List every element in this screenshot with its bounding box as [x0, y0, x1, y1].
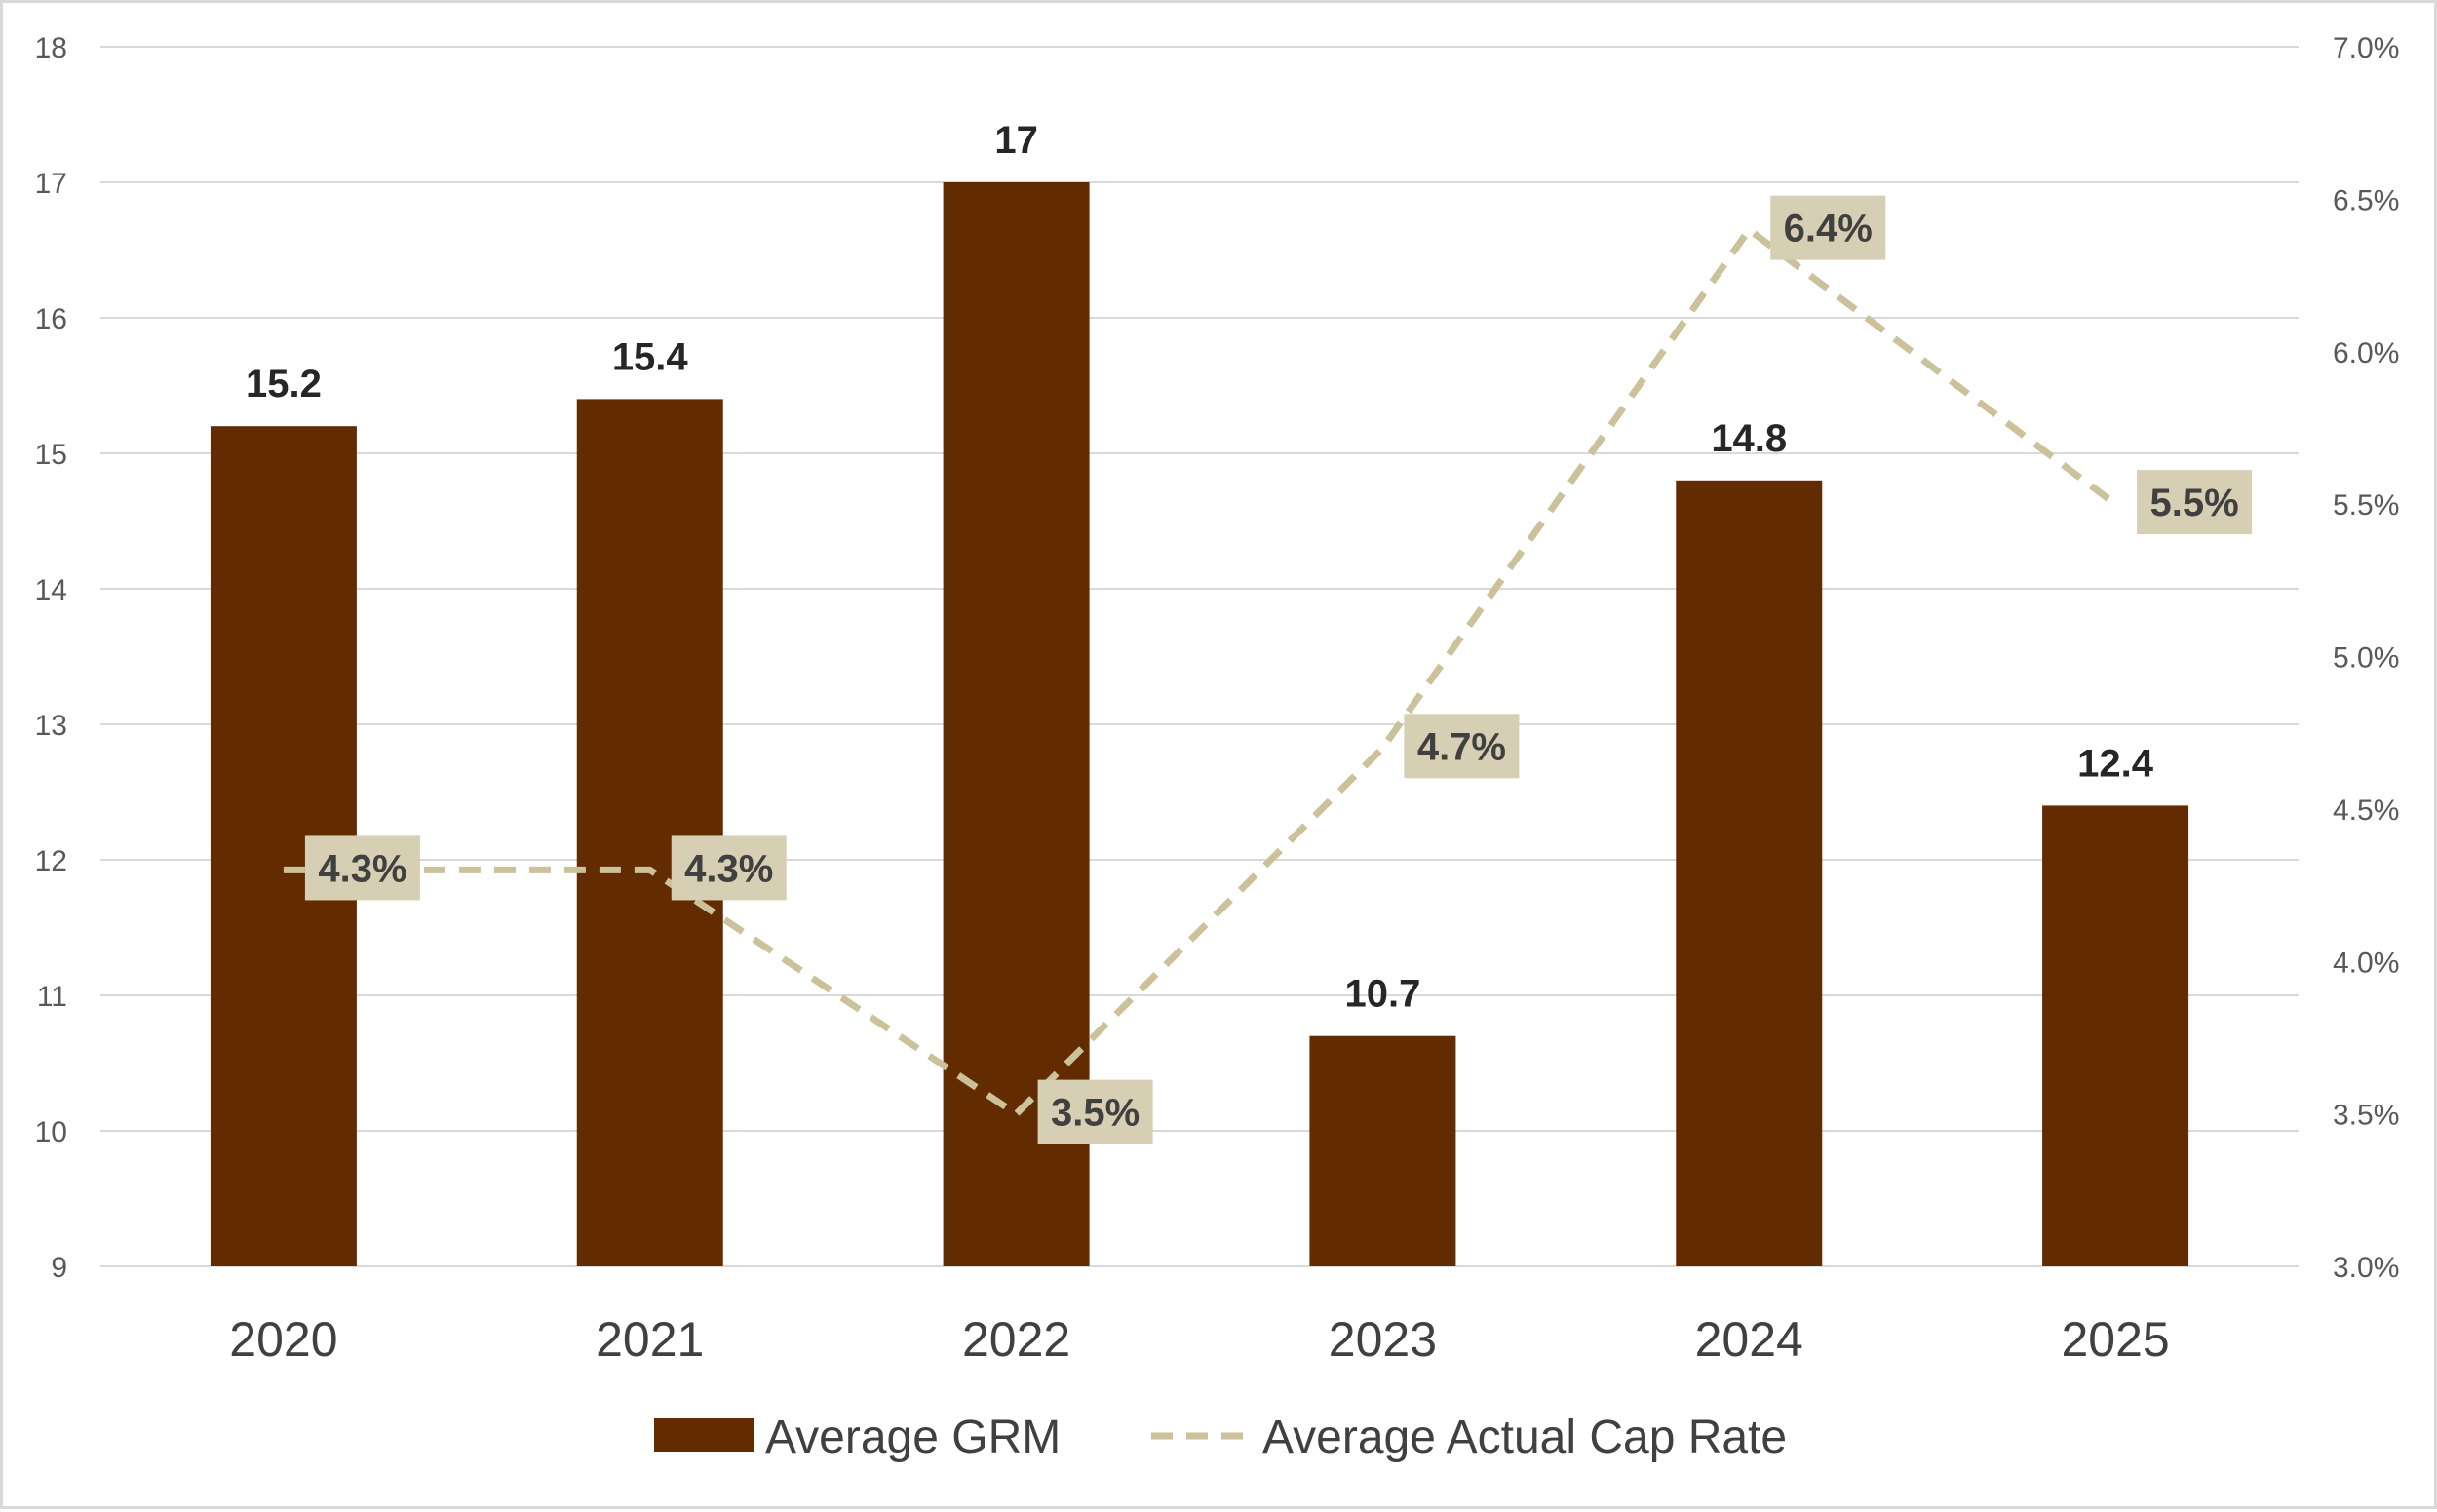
x-category-label: 2022 — [962, 1312, 1070, 1367]
bar-value-label: 17 — [994, 119, 1038, 162]
cap-rate-value-label: 4.7% — [1417, 725, 1506, 768]
y-left-tick-label: 18 — [35, 32, 67, 64]
bar-value-label: 12.4 — [2077, 742, 2154, 785]
x-category-label: 2020 — [229, 1312, 337, 1367]
y-left-tick-label: 17 — [35, 168, 67, 200]
cap-rate-label-2023: 4.7% — [1404, 714, 1520, 779]
y-axis-right: 3.0% 3.5% 4.0% 4.5% 5.0% 5.5% 6.0% 6.5% 7.0% — [2333, 32, 2399, 1284]
line-data-labels: 4.3% 4.3% 3.5% 4.7% 6.4% 5.5% — [304, 195, 2253, 1144]
cap-rate-point-2020 — [283, 869, 285, 871]
bar-2024 — [1676, 480, 1823, 1266]
cap-rate-value-label: 3.5% — [1051, 1092, 1140, 1135]
cap-rate-label-2020: 4.3% — [304, 835, 420, 901]
cap-rate-label-box — [1037, 1079, 1153, 1144]
y-left-tick-label: 11 — [37, 981, 67, 1013]
cap-rate-line — [283, 226, 2118, 1118]
cap-rate-label-box — [304, 835, 420, 901]
cap-rate-label-2021: 4.3% — [671, 835, 787, 901]
y-left-tick-label: 14 — [35, 574, 67, 606]
y-left-tick-label: 9 — [51, 1252, 67, 1284]
bar-2025 — [2042, 805, 2189, 1266]
x-category-label: 2024 — [1695, 1312, 1803, 1367]
y-right-tick-label: 4.5% — [2333, 795, 2399, 827]
y-left-tick-label: 12 — [35, 845, 67, 877]
x-category-label: 2021 — [596, 1312, 704, 1367]
cap-rate-point-2021 — [649, 869, 651, 871]
cap-rate-value-label: 4.3% — [318, 847, 406, 890]
y-axis-left: 9 10 11 12 13 14 15 16 17 18 — [35, 32, 67, 1284]
bar-data-labels: 15.2 15.4 17 10.7 14.8 12.4 — [246, 119, 2154, 1016]
gridlines — [100, 46, 2299, 1267]
y-left-tick-label: 16 — [35, 303, 67, 335]
x-category-label: 2025 — [2061, 1312, 2169, 1367]
cap-rate-point-2022 — [1016, 1113, 1018, 1115]
bar-value-label: 15.2 — [246, 363, 322, 406]
y-right-tick-label: 5.5% — [2333, 489, 2399, 522]
line-series-average-cap-rate — [283, 226, 2118, 1118]
legend-label-average-cap-rate: Average Actual Cap Rate — [1262, 1412, 1787, 1463]
bar-2021 — [576, 399, 723, 1266]
x-category-label: 2023 — [1329, 1312, 1437, 1367]
legend: Average GRM Average Actual Cap Rate — [654, 1412, 1787, 1463]
combo-chart: 9 10 11 12 13 14 15 16 17 18 3.0% 3.5% 4.0% 4.5% 5.0%… — [35, 32, 2400, 1463]
cap-rate-point-2025 — [2114, 503, 2116, 505]
y-left-tick-label: 15 — [35, 439, 67, 471]
cap-rate-label-box — [2137, 470, 2253, 535]
cap-rate-label-2025: 5.5% — [2137, 470, 2253, 535]
cap-rate-point-2023 — [1381, 747, 1383, 749]
cap-rate-label-2024: 6.4% — [1770, 195, 1886, 260]
cap-rate-value-label: 5.5% — [2149, 482, 2238, 524]
bar-value-label: 10.7 — [1344, 973, 1420, 1016]
legend-swatch-average-grm — [654, 1418, 754, 1452]
cap-rate-label-box — [1404, 714, 1520, 779]
y-right-tick-label: 6.0% — [2333, 337, 2399, 369]
bar-value-label: 15.4 — [612, 335, 689, 378]
cap-rate-label-box — [1770, 195, 1886, 260]
cap-rate-label-box — [671, 835, 787, 901]
y-right-tick-label: 6.5% — [2333, 184, 2399, 216]
y-right-tick-label: 4.0% — [2333, 947, 2399, 979]
y-right-tick-label: 3.0% — [2333, 1252, 2399, 1284]
legend-label-average-grm: Average GRM — [765, 1412, 1061, 1463]
bar-value-label: 14.8 — [1711, 417, 1787, 460]
y-left-tick-label: 10 — [35, 1116, 67, 1148]
cap-rate-value-label: 6.4% — [1784, 208, 1873, 251]
bar-2023 — [1309, 1035, 1456, 1266]
y-left-tick-label: 13 — [35, 710, 67, 742]
cap-rate-value-label: 4.3% — [684, 847, 773, 890]
cap-rate-label-2022: 3.5% — [1037, 1079, 1153, 1144]
x-axis: 2020 2021 2022 2023 2024 2025 — [229, 1312, 2169, 1367]
y-right-tick-label: 3.5% — [2333, 1100, 2399, 1132]
y-right-tick-label: 7.0% — [2333, 32, 2399, 64]
y-right-tick-label: 5.0% — [2333, 642, 2399, 675]
cap-rate-point-2024 — [1748, 229, 1750, 231]
